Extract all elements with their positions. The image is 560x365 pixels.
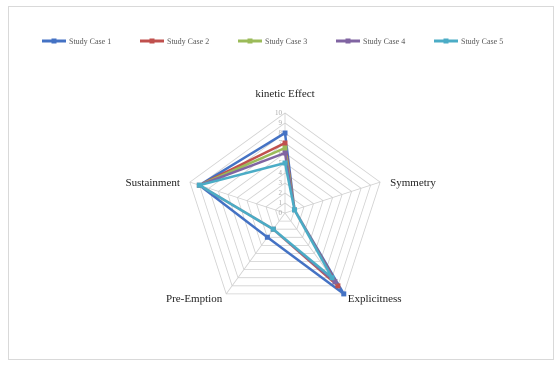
grid-ring-3 bbox=[256, 182, 314, 238]
tick-label: 9 bbox=[279, 119, 283, 127]
data-point-study-case-2-kinetic-effect bbox=[282, 140, 288, 146]
data-point-study-case-1-pre-emption bbox=[264, 234, 270, 240]
series-group bbox=[196, 130, 347, 297]
legend-item-study-case-4: Study Case 4 bbox=[336, 37, 405, 46]
grid-ring-4 bbox=[246, 172, 324, 246]
legend-marker bbox=[51, 38, 57, 44]
tick-label: 1 bbox=[279, 199, 283, 207]
grid-ring-5 bbox=[236, 162, 334, 254]
tick-label: 4 bbox=[279, 169, 283, 177]
radar-grid bbox=[189, 112, 381, 295]
tick-label: 7 bbox=[279, 139, 283, 147]
grid-ring-9 bbox=[198, 122, 372, 287]
data-point-study-case-1-kinetic-effect bbox=[282, 130, 288, 136]
legend-label: Study Case 5 bbox=[461, 37, 503, 46]
legend-label: Study Case 1 bbox=[69, 37, 111, 46]
legend: Study Case 1 Study Case 2 Study Case 3 Stud… bbox=[42, 37, 503, 46]
data-point-study-case-5-symmetry bbox=[292, 207, 298, 213]
data-point-study-case-4-kinetic-effect bbox=[282, 150, 288, 156]
legend-label: Study Case 4 bbox=[363, 37, 405, 46]
tick-label: 6 bbox=[279, 149, 283, 157]
legend-marker bbox=[149, 38, 155, 44]
data-point-study-case-1-explicitness bbox=[341, 291, 347, 297]
spoke-sustainment bbox=[189, 181, 286, 214]
grid-ring-6 bbox=[227, 152, 343, 262]
data-point-study-case-5-kinetic-effect bbox=[282, 160, 288, 166]
series-line-study-case-5 bbox=[198, 161, 334, 279]
data-point-study-case-5-explicitness bbox=[329, 275, 335, 281]
legend-marker bbox=[345, 38, 351, 44]
grid-ring-2 bbox=[265, 192, 305, 230]
grid-ring-10 bbox=[189, 112, 381, 295]
axis-label-explicitness: Explicitness bbox=[348, 293, 402, 305]
tick-label: 0 bbox=[279, 209, 283, 217]
data-point-study-case-3-kinetic-effect bbox=[282, 145, 288, 151]
grid-ring-7 bbox=[217, 142, 353, 271]
axis-labels: kinetic Effect Symmetry Explicitness Pre-Em… bbox=[126, 88, 437, 305]
data-point-study-case-2-explicitness bbox=[335, 283, 341, 289]
data-point-study-case-5-pre-emption bbox=[270, 226, 276, 232]
axis-label-sustainment: Sustainment bbox=[126, 177, 180, 189]
legend-item-study-case-3: Study Case 3 bbox=[238, 37, 307, 46]
legend-marker bbox=[443, 38, 449, 44]
tick-label: 8 bbox=[279, 129, 283, 137]
legend-label: Study Case 2 bbox=[167, 37, 209, 46]
data-point-study-case-4-explicitness bbox=[332, 279, 338, 285]
chart-frame bbox=[8, 6, 554, 360]
tick-label: 10 bbox=[275, 109, 283, 117]
tick-label: 2 bbox=[279, 189, 283, 197]
spoke-pre-emption bbox=[225, 212, 286, 295]
axis-label-pre-emption: Pre-Emption bbox=[166, 293, 223, 305]
legend-marker bbox=[247, 38, 253, 44]
series-study-case-5 bbox=[196, 160, 335, 281]
spoke-symmetry bbox=[284, 181, 381, 214]
legend-label: Study Case 3 bbox=[265, 37, 307, 46]
data-point-study-case-5-sustainment bbox=[196, 182, 202, 188]
legend-item-study-case-2: Study Case 2 bbox=[140, 37, 209, 46]
axis-label-symmetry: Symmetry bbox=[390, 177, 436, 189]
tick-label: 3 bbox=[279, 179, 283, 187]
axis-label-kinetic-effect: kinetic Effect bbox=[255, 88, 314, 100]
legend-item-study-case-5: Study Case 5 bbox=[434, 37, 503, 46]
legend-item-study-case-1: Study Case 1 bbox=[42, 37, 111, 46]
